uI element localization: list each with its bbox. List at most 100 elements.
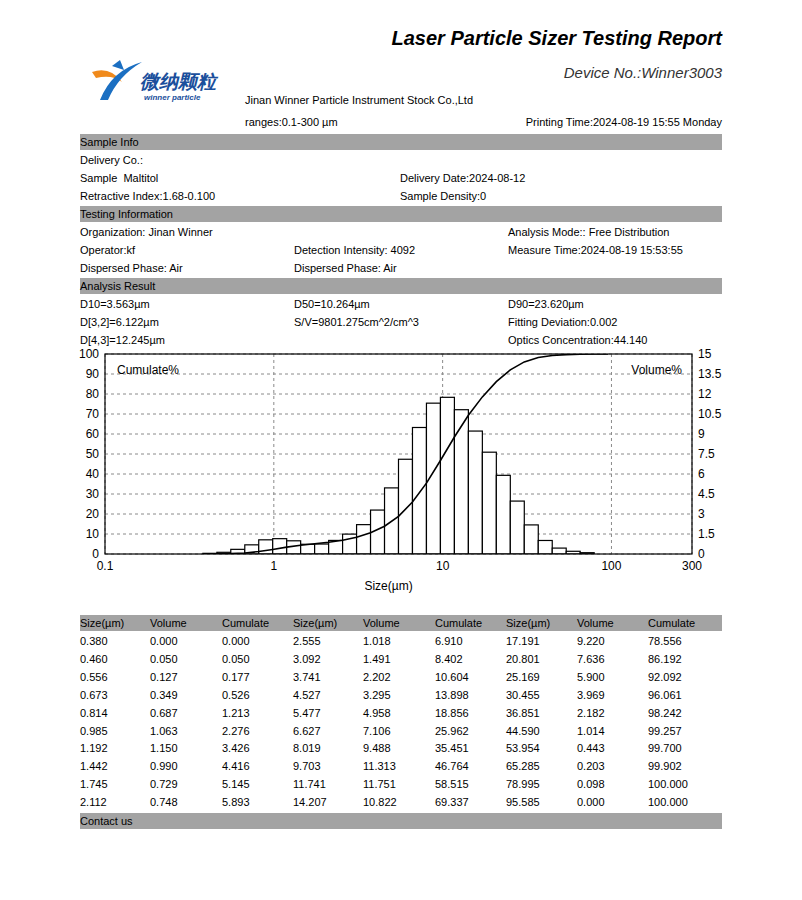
x-tick-label: 300 [682, 559, 702, 573]
info-field: D[4,3]=12.245µm [80, 333, 165, 347]
y-tick-label: 30 [86, 487, 100, 501]
table-cell: 0.443 [577, 741, 605, 755]
table-cell: 1.442 [80, 759, 108, 773]
histogram-bar [398, 459, 412, 554]
table-cell: 0.098 [577, 777, 605, 791]
table-cell: 4.416 [222, 759, 250, 773]
table-header-cell: Cumulate [222, 616, 269, 630]
y-tick-label: 80 [86, 387, 100, 401]
company: Jinan Winner Particle Instrument Stock C… [245, 93, 473, 107]
table-cell: 100.000 [648, 777, 688, 791]
table-cell: 69.337 [435, 795, 469, 809]
table-cell: 78.995 [506, 777, 540, 791]
table-cell: 1.014 [577, 724, 605, 738]
grid-line-x [611, 354, 612, 554]
table-cell: 0.556 [80, 670, 108, 684]
table-cell: 1.192 [80, 741, 108, 755]
table-cell: 5.145 [222, 777, 250, 791]
table-cell: 58.515 [435, 777, 469, 791]
histogram-bar [468, 431, 482, 554]
y-axis-label: Cumulate% [117, 363, 179, 377]
info-field: Operator:kf [80, 243, 135, 257]
table-cell: 18.856 [435, 706, 469, 720]
table-cell: 3.969 [577, 688, 605, 702]
histogram-bar [482, 452, 496, 554]
table-cell: 30.455 [506, 688, 540, 702]
page: 010203040506070809010001.534.567.5910.51… [0, 0, 802, 900]
info-field: S/V=9801.275cm^2/cm^3 [294, 315, 419, 329]
table-header-cell: Volume [577, 616, 614, 630]
table-cell: 1.018 [363, 634, 391, 648]
table-cell: 99.700 [648, 741, 682, 755]
x-tick-label: 1 [270, 559, 277, 573]
histogram-bar [510, 501, 524, 554]
y2-tick-label: 1.5 [698, 527, 715, 541]
y-tick-label: 70 [86, 407, 100, 421]
y-tick-label: 40 [86, 467, 100, 481]
info-field: Sample Density:0 [400, 189, 486, 203]
grid-line-y [105, 394, 692, 395]
table-cell: 1.491 [363, 652, 391, 666]
table-cell: 95.585 [506, 795, 540, 809]
info-field: Dispersed Phase: Air [80, 261, 183, 275]
info-field: Delivery Date:2024-08-12 [400, 171, 525, 185]
info-field: Dispersed Phase: Air [294, 261, 397, 275]
plot-data [203, 354, 608, 554]
table-cell: 0.673 [80, 688, 108, 702]
table-cell: 9.488 [363, 741, 391, 755]
table-cell: 0.380 [80, 634, 108, 648]
table-cell: 11.741 [293, 777, 326, 791]
table-cell: 36.851 [506, 706, 540, 720]
section-bar: Contact us [80, 813, 722, 829]
section-bar: Sample Info [80, 134, 722, 150]
table-cell: 20.801 [506, 652, 540, 666]
table-cell: 1.150 [150, 741, 178, 755]
table-cell: 6.910 [435, 634, 463, 648]
x-tick-label: 100 [601, 559, 621, 573]
table-cell: 3.426 [222, 741, 250, 755]
table-cell: 99.902 [648, 759, 682, 773]
logo [92, 60, 142, 100]
info-field: Delivery Co.: [80, 153, 143, 167]
table-cell: 5.900 [577, 670, 605, 684]
table-cell: 2.555 [293, 634, 321, 648]
info-field: Sample Maltitol [80, 171, 158, 185]
histogram-bar [357, 525, 371, 554]
table-header-cell: Cumulate [435, 616, 482, 630]
y2-axis-label: Volume% [631, 363, 682, 377]
y-tick-label: 60 [86, 427, 100, 441]
table-cell: 0.814 [80, 706, 108, 720]
table-cell: 3.295 [363, 688, 391, 702]
table-header-cell: Volume [150, 616, 187, 630]
table-cell: 0.050 [150, 652, 178, 666]
x-tick-label: 0.1 [97, 559, 114, 573]
table-cell: 0.203 [577, 759, 605, 773]
section-bar: Testing Information [80, 206, 722, 222]
info-field: Analysis Mode:: Free Distribution [508, 225, 669, 239]
histogram-bar [315, 544, 329, 554]
table-cell: 99.257 [648, 724, 682, 738]
table-cell: 92.092 [648, 670, 682, 684]
table-cell: 0.050 [222, 652, 250, 666]
histogram-bar [538, 540, 552, 554]
table-cell: 0.127 [150, 670, 178, 684]
printing-time: Printing Time:2024-08-19 15:55 Monday [526, 115, 722, 129]
table-cell: 78.556 [648, 634, 682, 648]
table-cell: 0.526 [222, 688, 250, 702]
table-cell: 53.954 [506, 741, 540, 755]
table-cell: 100.000 [648, 795, 688, 809]
table-cell: 0.000 [150, 634, 178, 648]
table-cell: 65.285 [506, 759, 540, 773]
y2-tick-label: 12 [698, 387, 712, 401]
tick-labels: 010203040506070809010001.534.567.5910.51… [79, 347, 722, 593]
grid-line-y [105, 374, 692, 375]
info-field: Measure Time:2024-08-19 15:53:55 [508, 243, 683, 257]
logo-swoosh [112, 60, 124, 70]
y2-tick-label: 13.5 [698, 367, 722, 381]
table-cell: 98.242 [648, 706, 682, 720]
table-cell: 8.019 [293, 741, 321, 755]
table-cell: 1.063 [150, 724, 178, 738]
logo-cn: 微纳颗粒 [140, 70, 216, 93]
section-bar: Analysis Result [80, 278, 722, 294]
table-cell: 17.191 [506, 634, 540, 648]
